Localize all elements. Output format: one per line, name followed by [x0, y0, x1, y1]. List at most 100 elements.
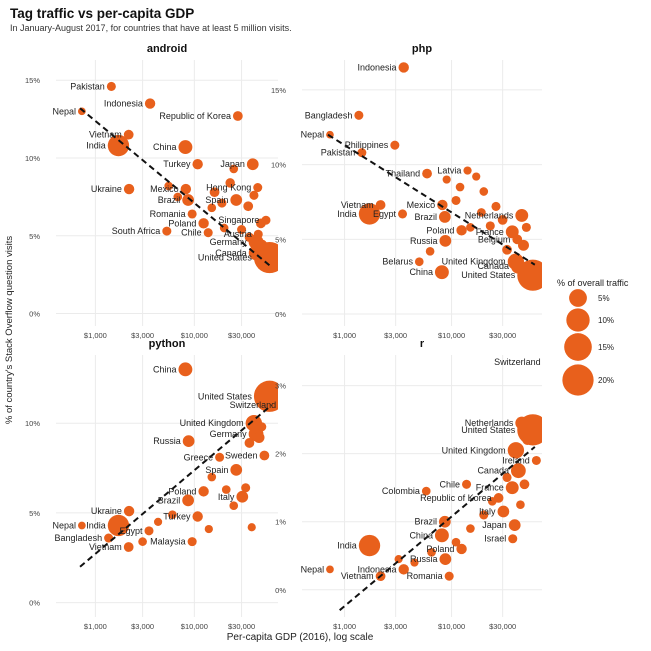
data-point	[261, 215, 271, 225]
legend-label: 5%	[598, 294, 610, 303]
point-label: Mexico	[407, 200, 436, 210]
data-point	[462, 479, 472, 489]
point-label: Brazil	[158, 495, 181, 505]
data-point	[444, 571, 454, 581]
data-point	[375, 200, 386, 210]
point-label: Italy	[218, 492, 235, 502]
point-label: Sweden	[225, 450, 258, 460]
point-label: Colombia	[382, 486, 420, 496]
y-tick-label: 5%	[29, 232, 40, 241]
data-point	[357, 148, 367, 158]
data-point	[510, 258, 526, 274]
data-point	[434, 265, 449, 280]
data-point	[232, 111, 243, 121]
data-point	[257, 422, 267, 432]
point-label: India	[86, 141, 106, 151]
point-label: Turkey	[163, 159, 191, 169]
data-point	[204, 524, 213, 534]
data-point	[192, 511, 203, 522]
point-label: Indonesia	[357, 62, 396, 72]
data-point	[414, 257, 424, 267]
data-point	[455, 182, 465, 192]
data-point	[479, 510, 489, 520]
data-point	[178, 140, 193, 155]
point-label: Greece	[184, 452, 214, 462]
data-point	[507, 442, 525, 459]
point-label: Spain	[205, 465, 228, 475]
data-point	[123, 542, 134, 552]
point-label: Nepal	[301, 130, 325, 140]
point-label: China	[409, 530, 433, 540]
point-label: Republic of Korea	[420, 493, 492, 503]
point-label: Bangladesh	[55, 533, 103, 543]
data-point	[182, 435, 195, 448]
point-label: Nepal	[52, 520, 76, 530]
point-label: Ireland	[502, 455, 530, 465]
x-tick-label: $1,000	[333, 331, 356, 340]
point-label: Hong Kong	[206, 183, 251, 193]
legend-label: 20%	[598, 376, 614, 385]
trend-line	[79, 107, 273, 268]
point-label: Indonesia	[104, 99, 143, 109]
data-point	[439, 553, 452, 566]
legend-label: 10%	[598, 316, 614, 325]
x-tick-label: $10,000	[438, 331, 465, 340]
facet-php	[302, 60, 542, 326]
data-point	[479, 187, 489, 196]
point-label: Brazil	[414, 212, 437, 222]
data-point	[182, 194, 194, 206]
points-group	[78, 81, 278, 274]
point-label: Republic of Korea	[159, 111, 231, 121]
data-point	[164, 181, 173, 191]
data-point	[438, 211, 451, 223]
data-point	[463, 166, 472, 175]
data-point	[422, 168, 432, 179]
data-point	[221, 485, 231, 494]
data-point	[107, 134, 130, 157]
legend-circle	[564, 333, 592, 361]
point-label: Chile	[440, 479, 461, 489]
point-label: Germany	[210, 429, 248, 439]
data-point	[497, 505, 510, 518]
data-point	[225, 178, 235, 188]
x-tick-label: $1,000	[84, 331, 107, 340]
data-point	[472, 172, 481, 181]
data-point	[180, 183, 192, 195]
data-point	[512, 234, 523, 245]
data-point	[487, 496, 497, 506]
y-tick-label: 5%	[29, 509, 40, 518]
point-label: Bangladesh	[305, 110, 353, 120]
points-group	[326, 62, 542, 291]
point-label: Switzerland	[494, 357, 541, 367]
x-tick-label: $3,000	[384, 622, 407, 631]
x-tick-label: $3,000	[131, 622, 154, 631]
trend-line	[339, 446, 536, 611]
data-point	[358, 203, 381, 225]
x-tick-label: $3,000	[131, 331, 154, 340]
y-tick-label: 1%	[275, 518, 286, 527]
y-axis-title: % of country's Stack Overflow question v…	[4, 236, 15, 424]
data-point	[217, 198, 227, 208]
data-point	[253, 432, 265, 444]
data-point	[508, 534, 518, 544]
facet-title: php	[412, 43, 432, 55]
point-label: Poland	[168, 218, 196, 228]
y-tick-label: 3%	[275, 382, 286, 391]
y-tick-label: 15%	[25, 76, 40, 85]
data-point	[230, 194, 243, 206]
x-tick-label: $30,000	[228, 622, 255, 631]
data-point	[502, 244, 512, 255]
point-label: Romania	[407, 571, 443, 581]
data-point	[236, 490, 249, 503]
x-tick-label: $30,000	[489, 331, 516, 340]
x-tick-label: $30,000	[489, 622, 516, 631]
data-point	[138, 537, 147, 546]
data-point	[278, 400, 288, 410]
data-point	[477, 208, 486, 217]
data-point	[515, 208, 529, 222]
facet-title: r	[420, 338, 425, 350]
data-point	[519, 479, 530, 490]
y-tick-label: 10%	[25, 419, 40, 428]
point-label: Vietnam	[89, 542, 122, 552]
